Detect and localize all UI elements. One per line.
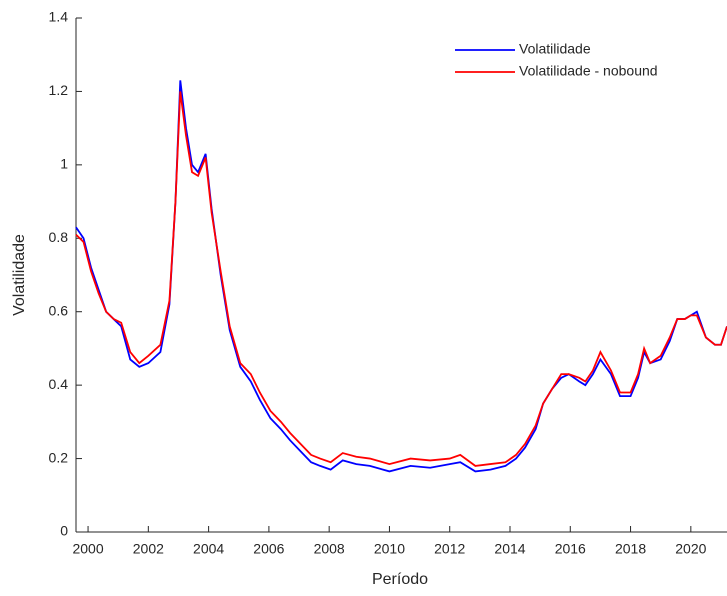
legend-label: Volatilidade (519, 41, 591, 57)
x-tick-label: 2006 (253, 541, 284, 557)
y-tick-label: 0.6 (49, 302, 69, 318)
x-tick-label: 2004 (193, 541, 224, 557)
x-tick-label: 2016 (555, 541, 586, 557)
y-tick-label: 1.4 (49, 9, 69, 25)
series-line (75, 91, 727, 467)
y-tick-label: 0.2 (49, 449, 69, 465)
x-tick-label: 2018 (615, 541, 646, 557)
x-tick-label: 2000 (72, 541, 103, 557)
y-tick-label: 0.4 (49, 376, 69, 392)
x-tick-label: 2002 (133, 541, 164, 557)
x-tick-label: 2008 (314, 541, 345, 557)
x-tick-label: 2010 (374, 541, 405, 557)
y-axis-label: Volatilidade (11, 234, 28, 316)
x-tick-label: 2012 (434, 541, 465, 557)
series-line (75, 80, 727, 473)
y-tick-label: 1.2 (49, 82, 69, 98)
x-axis-label: Período (372, 571, 428, 588)
x-tick-label: 2020 (675, 541, 706, 557)
x-tick-label: 2014 (494, 541, 525, 557)
y-tick-label: 1 (60, 156, 68, 172)
y-tick-label: 0.8 (49, 229, 69, 245)
y-tick-label: 0 (60, 523, 68, 539)
legend-label: Volatilidade - nobound (519, 63, 658, 79)
